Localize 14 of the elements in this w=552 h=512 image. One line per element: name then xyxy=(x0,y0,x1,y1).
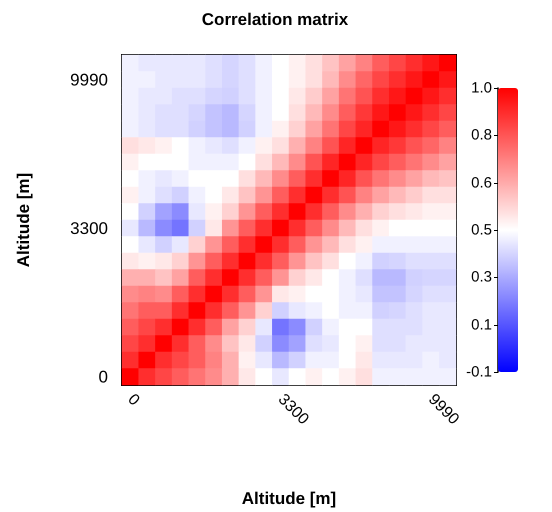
y-axis-title: Altitude [m] xyxy=(14,172,33,268)
color-bar-label: 0.6 xyxy=(471,174,492,192)
y-tick-label: 3300 xyxy=(70,218,108,238)
color-bar-label: 0.5 xyxy=(471,222,492,238)
y-tick-label: 0 xyxy=(98,367,108,386)
color-bar-label: 0.1 xyxy=(471,316,492,334)
y-tick-label: 9990 xyxy=(70,70,108,90)
x-axis-title: Altitude [m] xyxy=(242,489,336,508)
chart-title: Correlation matrix xyxy=(202,10,349,29)
color-bar-label: 0.8 xyxy=(471,126,492,144)
color-bar-label: 0.3 xyxy=(471,268,492,286)
color-bar-label: -0.1 xyxy=(466,364,492,380)
x-tick-label: 0 xyxy=(124,390,143,410)
color-bar-label: 1.0 xyxy=(471,80,492,96)
